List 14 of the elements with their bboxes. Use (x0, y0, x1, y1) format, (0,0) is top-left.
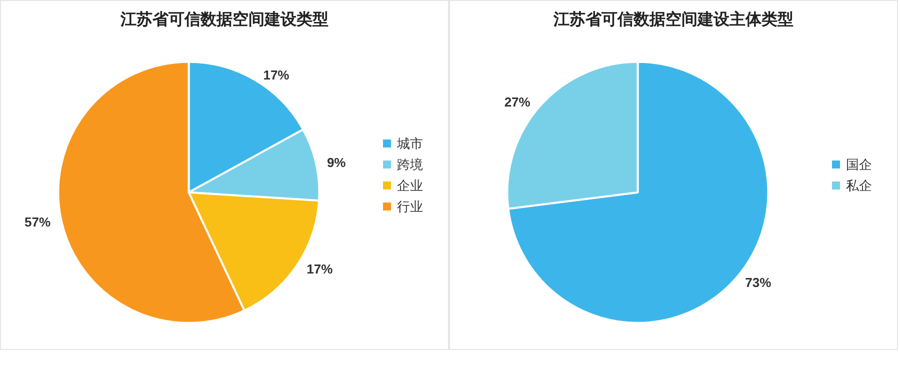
data-label: 9% (326, 155, 346, 170)
legend-label: 城市 (396, 136, 423, 151)
data-label: 27% (504, 94, 531, 110)
data-label: 17% (263, 67, 290, 82)
data-label: 17% (306, 262, 334, 277)
chart-title: 江苏省可信数据空间建设类型 (120, 10, 328, 28)
chart-title: 江苏省可信数据空间建设主体类型 (552, 10, 794, 28)
legend-label: 国企 (846, 157, 872, 172)
legend-label: 企业 (397, 178, 423, 193)
legend-label: 行业 (397, 199, 423, 214)
legend-label: 跨境 (397, 157, 423, 172)
data-label: 57% (24, 214, 51, 230)
legend-label: 私企 (846, 178, 872, 193)
data-label: 73% (745, 275, 772, 290)
